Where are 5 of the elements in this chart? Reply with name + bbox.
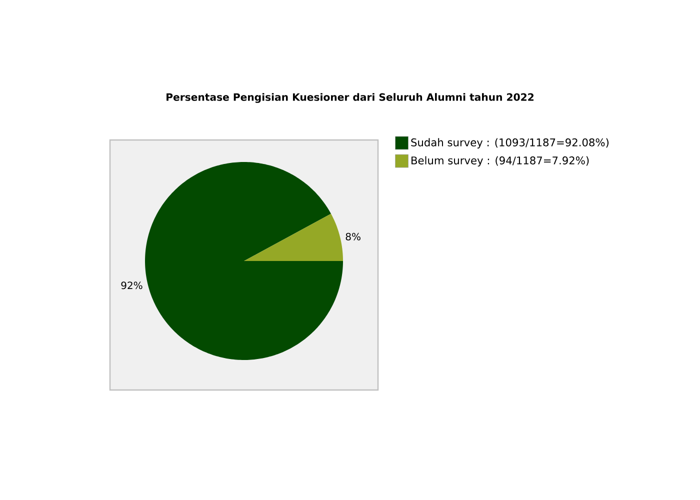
data-label: 92% (121, 282, 142, 290)
legend-label: Sudah survey : (1093/1187=92.08%) (411, 138, 609, 148)
chart-title: Persentase Pengisian Kuesioner dari Seluruh Alumni tahun 2022 (166, 93, 534, 103)
legend-label: Belum survey : (94/1187=7.92%) (412, 156, 589, 167)
data-label: 8% (346, 232, 360, 240)
